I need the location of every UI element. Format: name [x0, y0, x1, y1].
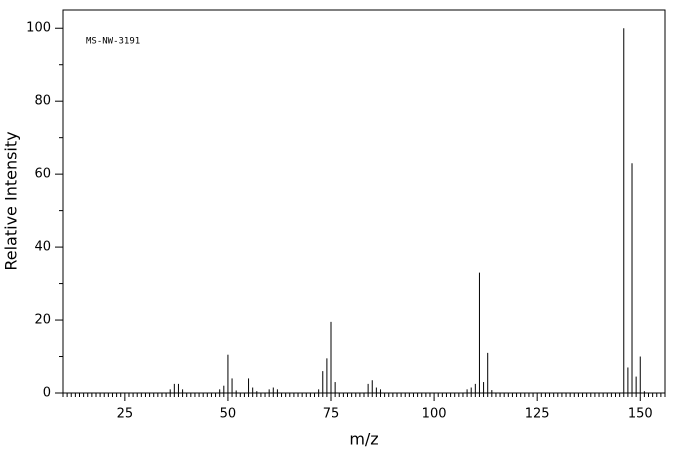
y-tick-label: 80 [34, 94, 51, 109]
x-tick-label: 100 [422, 407, 447, 422]
y-axis-label: Relative Intensity [2, 131, 21, 270]
x-tick-label: 75 [323, 407, 340, 422]
y-tick-label: 0 [43, 386, 51, 401]
x-axis-label: m/z [349, 430, 378, 449]
plot-frame [62, 9, 666, 394]
y-tick-label: 100 [26, 21, 51, 36]
annotation: MS-NW-3191 [86, 37, 140, 47]
x-tick-label: 50 [220, 407, 237, 422]
y-tick-label: 60 [34, 167, 51, 182]
x-tick-label: 125 [525, 407, 550, 422]
x-tick-label: 25 [117, 407, 134, 422]
x-tick-label: 150 [628, 407, 653, 422]
y-tick-label: 20 [34, 313, 51, 328]
y-tick-label: 40 [34, 240, 51, 255]
